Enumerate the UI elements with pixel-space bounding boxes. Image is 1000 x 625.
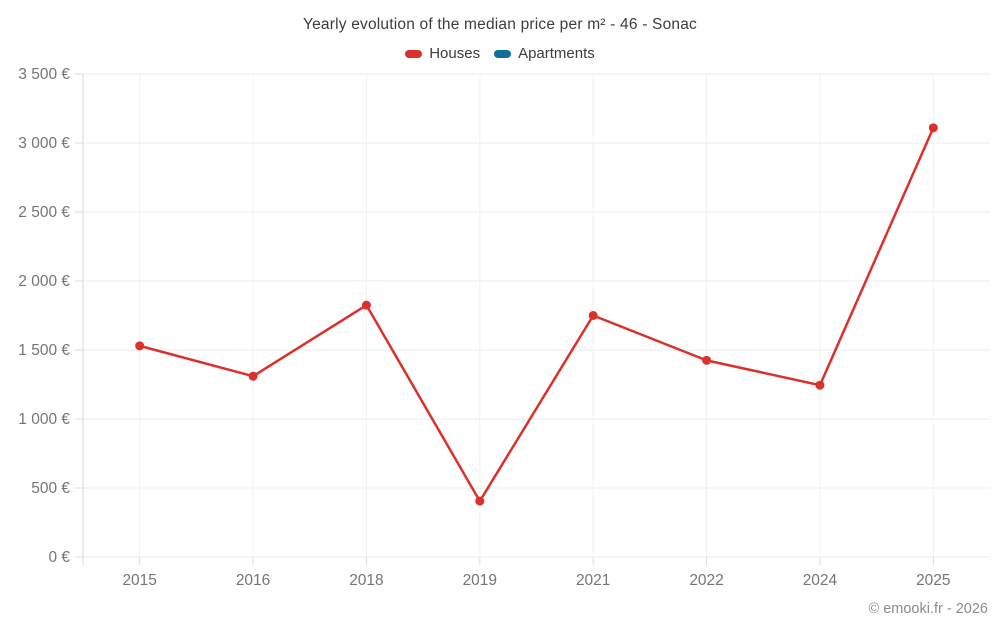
x-tick-label: 2025 — [916, 572, 950, 589]
x-tick-label: 2022 — [689, 572, 723, 589]
y-tick-label: 2 000 € — [18, 273, 70, 290]
houses-point-2019[interactable] — [475, 496, 485, 506]
legend-item-houses[interactable]: Houses — [405, 45, 480, 62]
x-tick-label: 2019 — [463, 572, 497, 589]
chart-title: Yearly evolution of the median price per… — [302, 16, 698, 33]
houses-line — [138, 126, 935, 503]
y-tick-label: 2 500 € — [18, 204, 70, 221]
y-tick-label: 3 000 € — [18, 135, 70, 152]
x-tick-label: 2024 — [803, 572, 838, 589]
legend-label: Houses — [429, 45, 481, 62]
x-tick-label: 2018 — [349, 572, 383, 589]
houses-point-2015[interactable] — [135, 341, 145, 351]
y-tick-label: 500 € — [31, 480, 70, 497]
legend-label: Apartments — [518, 45, 595, 62]
legend-swatch-apartments — [494, 49, 512, 58]
x-tick-label: 2021 — [576, 572, 610, 589]
x-tick-label: 2015 — [122, 572, 156, 589]
y-tick-label: 1 500 € — [18, 342, 70, 359]
houses-point-2024[interactable] — [815, 380, 825, 390]
copyright-credit: © emooki.fr - 2026 — [868, 601, 988, 617]
houses-point-2016[interactable] — [248, 371, 258, 381]
houses-point-2021[interactable] — [588, 311, 598, 320]
y-tick-label: 0 € — [48, 549, 70, 566]
houses-point-2022[interactable] — [702, 355, 712, 365]
y-tick-label: 1 000 € — [18, 411, 70, 428]
legend-swatch-houses — [405, 49, 423, 58]
houses-point-2025[interactable] — [928, 123, 938, 133]
chart-legend: Houses Apartments — [0, 45, 1000, 62]
y-tick-label: 3 500 € — [18, 66, 70, 83]
x-tick-label: 2016 — [236, 572, 270, 589]
legend-item-apartments[interactable]: Apartments — [494, 45, 595, 62]
houses-point-2018[interactable] — [361, 300, 371, 310]
